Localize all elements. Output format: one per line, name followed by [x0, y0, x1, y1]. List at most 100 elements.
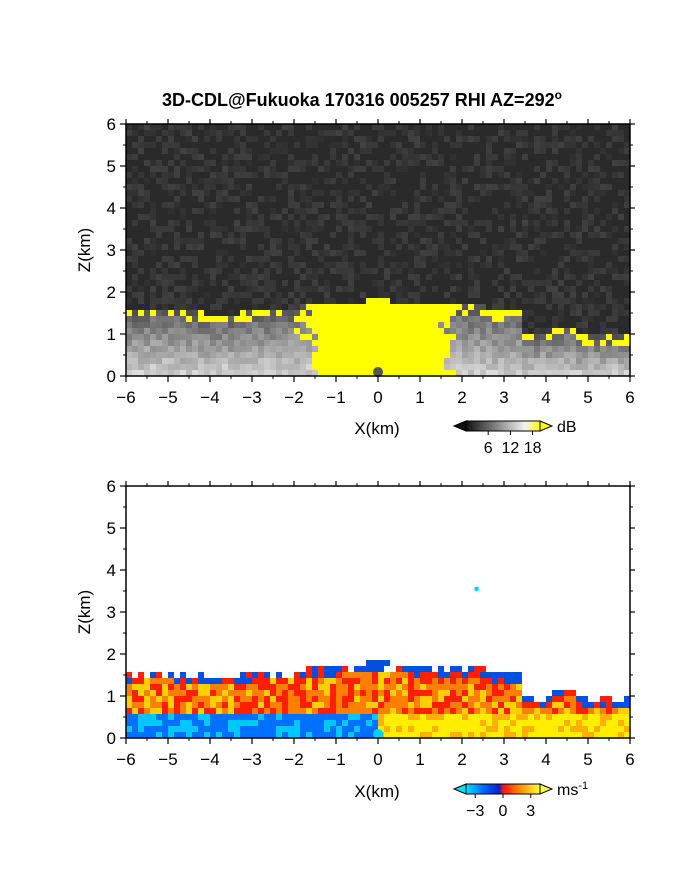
- snr-cell: [420, 352, 426, 358]
- snr-cell: [330, 190, 336, 196]
- snr-cell: [552, 274, 558, 280]
- snr-cell: [498, 352, 504, 358]
- snr-cell: [474, 232, 480, 238]
- snr-cell: [564, 328, 570, 334]
- snr-cell: [156, 346, 162, 352]
- snr-cell: [228, 184, 234, 190]
- snr-cell: [222, 250, 228, 256]
- snr-cell: [258, 226, 264, 232]
- velocity-cell: [468, 708, 474, 714]
- velocity-cell: [576, 714, 582, 720]
- snr-cell: [246, 358, 252, 364]
- velocity-cell: [510, 672, 516, 678]
- snr-cell: [396, 160, 402, 166]
- snr-cell: [522, 226, 528, 232]
- snr-cell: [156, 316, 162, 322]
- snr-cell: [546, 304, 552, 310]
- snr-cell: [264, 340, 270, 346]
- snr-cell: [522, 316, 528, 322]
- velocity-cell: [606, 702, 612, 708]
- snr-cell: [558, 316, 564, 322]
- snr-cell: [366, 346, 372, 352]
- snr-cell: [414, 154, 420, 160]
- velocity-cell: [570, 714, 576, 720]
- snr-cell: [498, 166, 504, 172]
- snr-cell: [264, 328, 270, 334]
- snr-cell: [360, 358, 366, 364]
- velocity-cell: [396, 732, 402, 738]
- snr-cell: [240, 262, 246, 268]
- snr-cell: [576, 334, 582, 340]
- snr-cell: [204, 358, 210, 364]
- snr-cell: [282, 226, 288, 232]
- snr-cell: [132, 370, 138, 376]
- snr-cell: [336, 214, 342, 220]
- x-tick-label: 6: [625, 750, 634, 769]
- velocity-cell: [510, 720, 516, 726]
- snr-cell: [270, 352, 276, 358]
- snr-cell: [492, 352, 498, 358]
- snr-cell: [552, 286, 558, 292]
- snr-cell: [456, 352, 462, 358]
- snr-cell: [414, 244, 420, 250]
- velocity-cell: [246, 714, 252, 720]
- snr-cell: [624, 244, 630, 250]
- velocity-cell: [474, 666, 480, 672]
- velocity-cell: [156, 732, 162, 738]
- velocity-cell: [228, 678, 234, 684]
- snr-cell: [498, 250, 504, 256]
- velocity-cell: [174, 702, 180, 708]
- velocity-cell: [444, 726, 450, 732]
- snr-cell: [624, 370, 630, 376]
- snr-cell: [300, 322, 306, 328]
- snr-cell: [384, 334, 390, 340]
- snr-cell: [132, 154, 138, 160]
- snr-cell: [180, 256, 186, 262]
- snr-cell: [498, 214, 504, 220]
- snr-cell: [252, 226, 258, 232]
- snr-cell: [264, 310, 270, 316]
- velocity-cell: [348, 732, 354, 738]
- snr-cell: [318, 328, 324, 334]
- velocity-cell: [324, 726, 330, 732]
- snr-cell: [366, 310, 372, 316]
- snr-cell: [432, 160, 438, 166]
- snr-cell: [252, 352, 258, 358]
- snr-cell: [402, 238, 408, 244]
- snr-cell: [132, 310, 138, 316]
- velocity-cell: [390, 672, 396, 678]
- snr-cell: [408, 292, 414, 298]
- snr-cell: [438, 364, 444, 370]
- snr-cell: [570, 136, 576, 142]
- snr-cell: [366, 268, 372, 274]
- snr-cell: [582, 322, 588, 328]
- velocity-cell: [414, 708, 420, 714]
- velocity-cell: [318, 666, 324, 672]
- snr-cell: [306, 298, 312, 304]
- snr-cell: [312, 346, 318, 352]
- snr-cell: [288, 346, 294, 352]
- snr-cell: [270, 136, 276, 142]
- velocity-cell: [180, 726, 186, 732]
- velocity-cell: [186, 696, 192, 702]
- x-tick-label: −4: [200, 388, 219, 407]
- snr-cell: [312, 268, 318, 274]
- snr-cell: [228, 232, 234, 238]
- snr-cell: [546, 190, 552, 196]
- snr-cell: [174, 370, 180, 376]
- velocity-cell: [486, 678, 492, 684]
- snr-cell: [216, 346, 222, 352]
- velocity-cell: [162, 702, 168, 708]
- snr-cell: [402, 364, 408, 370]
- snr-cell: [234, 220, 240, 226]
- velocity-cell: [234, 714, 240, 720]
- snr-cell: [588, 268, 594, 274]
- velocity-cell: [600, 702, 606, 708]
- snr-cell: [450, 322, 456, 328]
- snr-cell: [132, 142, 138, 148]
- velocity-cell: [264, 684, 270, 690]
- velocity-cell: [546, 726, 552, 732]
- velocity-cell: [180, 696, 186, 702]
- snr-cell: [282, 142, 288, 148]
- snr-cell: [396, 346, 402, 352]
